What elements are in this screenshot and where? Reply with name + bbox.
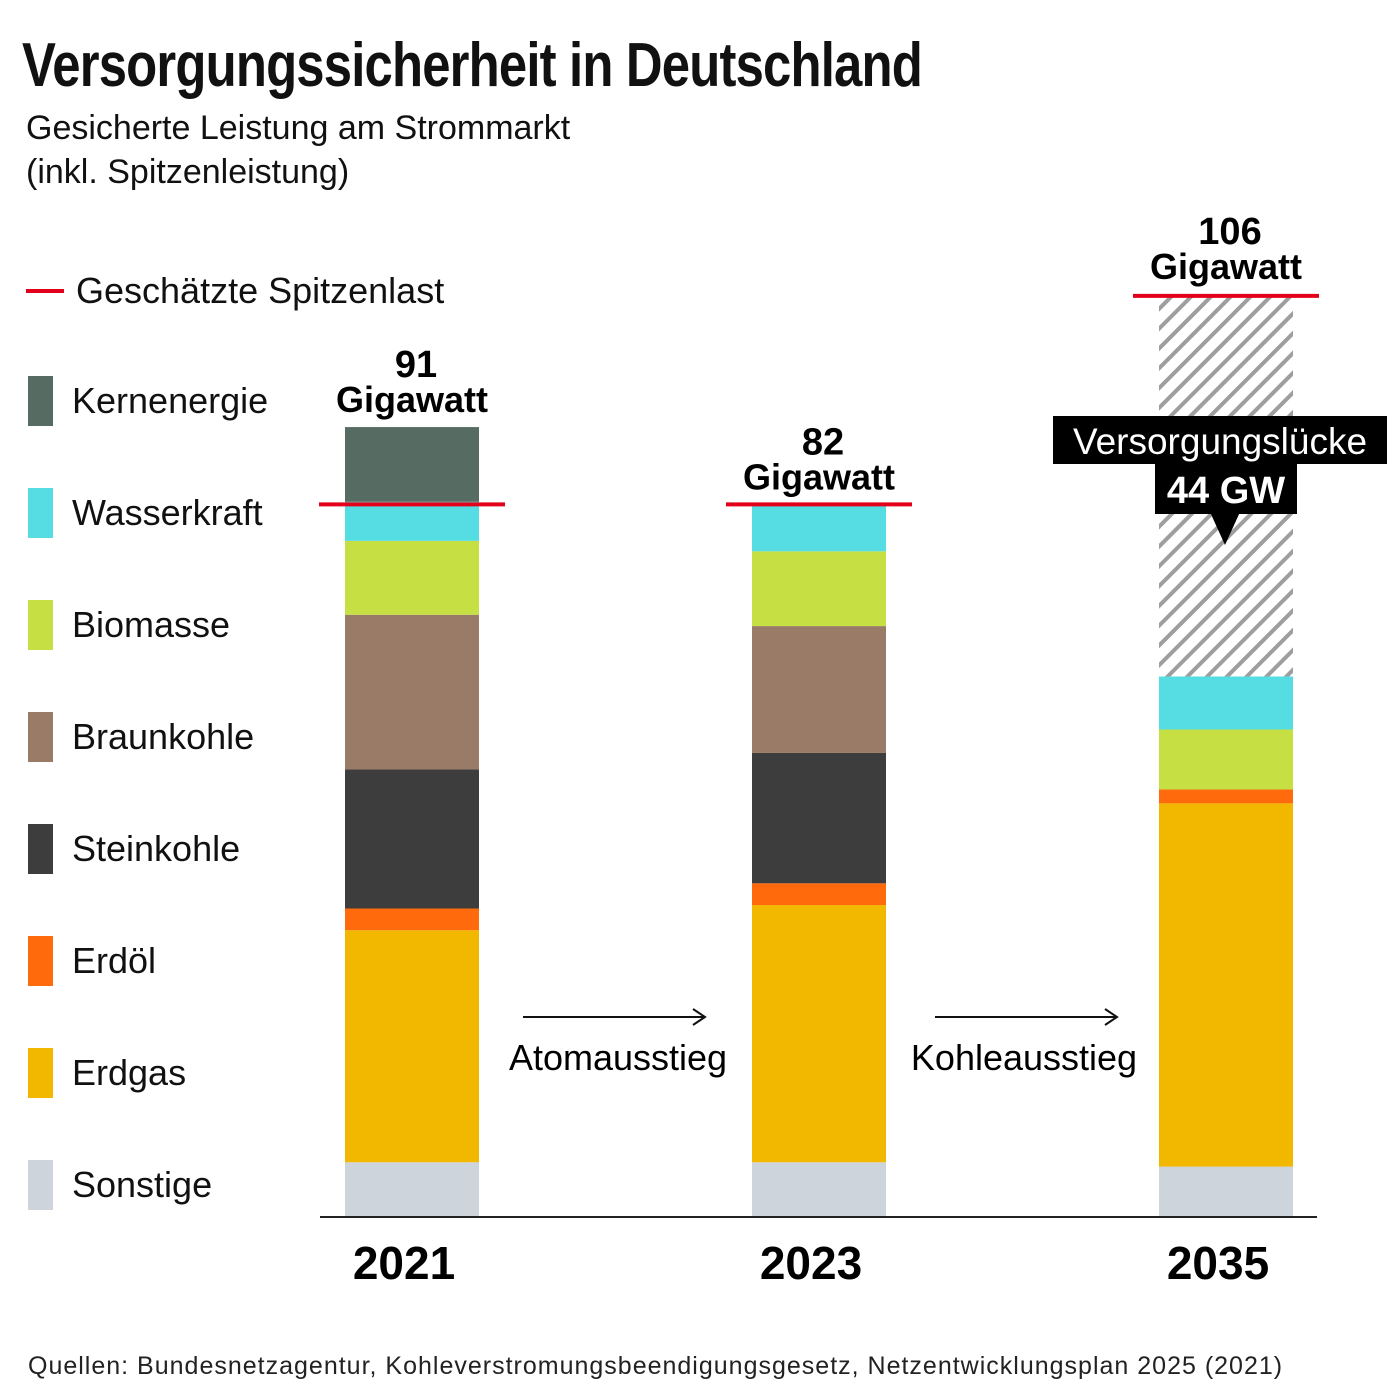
transition-arrow-1 bbox=[523, 1008, 707, 1026]
chart-subtitle: Gesicherte Leistung am Strommarkt (inkl.… bbox=[26, 106, 570, 194]
total-unit-label-2021: Gigawatt bbox=[336, 379, 488, 420]
source-note: Quellen: Bundesnetzagentur, Kohleverstro… bbox=[28, 1352, 1284, 1380]
legend-swatch bbox=[28, 376, 53, 426]
bar-segment-erdöl-2021 bbox=[345, 908, 479, 931]
bar-segment-braunkohle-2023 bbox=[752, 626, 886, 753]
transition-arrow-2 bbox=[935, 1008, 1119, 1026]
legend-item-braunkohle: Braunkohle bbox=[28, 712, 254, 762]
legend-swatch bbox=[28, 824, 53, 874]
legend-item-sonstige: Sonstige bbox=[28, 1160, 212, 1210]
bar-segment-kernenergie-2021 bbox=[345, 427, 479, 502]
peak-load-legend-label: Geschätzte Spitzenlast bbox=[76, 270, 445, 311]
gap-label: Versorgungslücke bbox=[1073, 421, 1367, 462]
total-unit-label-2035: Gigawatt bbox=[1150, 246, 1302, 287]
bar-segment-biomasse-2035 bbox=[1159, 729, 1293, 790]
legend-swatch bbox=[28, 488, 53, 538]
legend-label: Biomasse bbox=[72, 604, 231, 645]
legend-label: Steinkohle bbox=[72, 828, 241, 869]
subtitle-line-2: (inkl. Spitzenleistung) bbox=[26, 153, 350, 191]
bar-segment-erdgas-2021 bbox=[345, 930, 479, 1163]
bar-segment-wasserkraft-2021 bbox=[345, 501, 479, 541]
x-tick-label-2035: 2035 bbox=[1167, 1237, 1269, 1289]
total-unit-label-2023: Gigawatt bbox=[743, 456, 895, 497]
legend-label: Erdöl bbox=[72, 940, 157, 981]
legend-item-wasserkraft: Wasserkraft bbox=[28, 488, 263, 538]
bar-segment-steinkohle-2021 bbox=[345, 769, 479, 909]
total-value-label-2021: 91 bbox=[395, 344, 437, 386]
legend-item-biomasse: Biomasse bbox=[28, 600, 230, 650]
gap-callout: Versorgungslücke 44 GW bbox=[1053, 416, 1387, 545]
legend-item-erdgas: Erdgas bbox=[28, 1048, 186, 1098]
bar-segment-wasserkraft-2023 bbox=[752, 505, 886, 552]
bars bbox=[345, 294, 1293, 1217]
transition-label-kohleausstieg: Kohleausstieg bbox=[911, 1037, 1137, 1078]
bar-segment-erdgas-2023 bbox=[752, 905, 886, 1163]
bar-segment-biomasse-2021 bbox=[345, 540, 479, 615]
peak-load-swatch bbox=[26, 289, 64, 293]
bar-segment-sonstige-2023 bbox=[752, 1162, 886, 1217]
chart-title: Versorgungssicherheit in Deutschland bbox=[22, 31, 923, 100]
bar-segment-sonstige-2035 bbox=[1159, 1166, 1293, 1217]
bar-segment-wasserkraft-2035 bbox=[1159, 676, 1293, 730]
legend-swatch bbox=[28, 1048, 53, 1098]
bar-segment-biomasse-2023 bbox=[752, 551, 886, 627]
total-value-label-2035: 106 bbox=[1198, 211, 1261, 253]
legend-swatch bbox=[28, 1160, 53, 1210]
subtitle-line-1: Gesicherte Leistung am Strommarkt bbox=[26, 109, 571, 147]
legend-swatch bbox=[28, 712, 53, 762]
total-value-label-2023: 82 bbox=[802, 421, 844, 463]
legend-swatch bbox=[28, 600, 53, 650]
legend-item-steinkohle: Steinkohle bbox=[28, 824, 240, 874]
x-tick-label-2023: 2023 bbox=[760, 1237, 862, 1289]
legend-label: Wasserkraft bbox=[72, 492, 263, 533]
bar-segment-erdöl-2023 bbox=[752, 883, 886, 906]
bar-segment-steinkohle-2023 bbox=[752, 752, 886, 884]
legend-swatch bbox=[28, 936, 53, 986]
transition-label-atomausstieg: Atomausstieg bbox=[509, 1037, 727, 1078]
legend-label: Kernenergie bbox=[72, 380, 269, 421]
gap-value-label: 44 GW bbox=[1167, 470, 1285, 512]
legend-label: Erdgas bbox=[72, 1052, 187, 1093]
legend-label: Braunkohle bbox=[72, 716, 255, 757]
legend-item-kernenergie: Kernenergie bbox=[28, 376, 268, 426]
legend-label: Sonstige bbox=[72, 1164, 213, 1205]
bar-segment-braunkohle-2021 bbox=[345, 614, 479, 770]
legend-item-erdöl: Erdöl bbox=[28, 936, 156, 986]
peak-load-legend: Geschätzte Spitzenlast bbox=[26, 270, 444, 312]
bar-segment-sonstige-2021 bbox=[345, 1162, 479, 1217]
bar-segment-erdöl-2035 bbox=[1159, 789, 1293, 804]
bar-segment-erdgas-2035 bbox=[1159, 803, 1293, 1167]
x-tick-label-2021: 2021 bbox=[353, 1237, 455, 1289]
